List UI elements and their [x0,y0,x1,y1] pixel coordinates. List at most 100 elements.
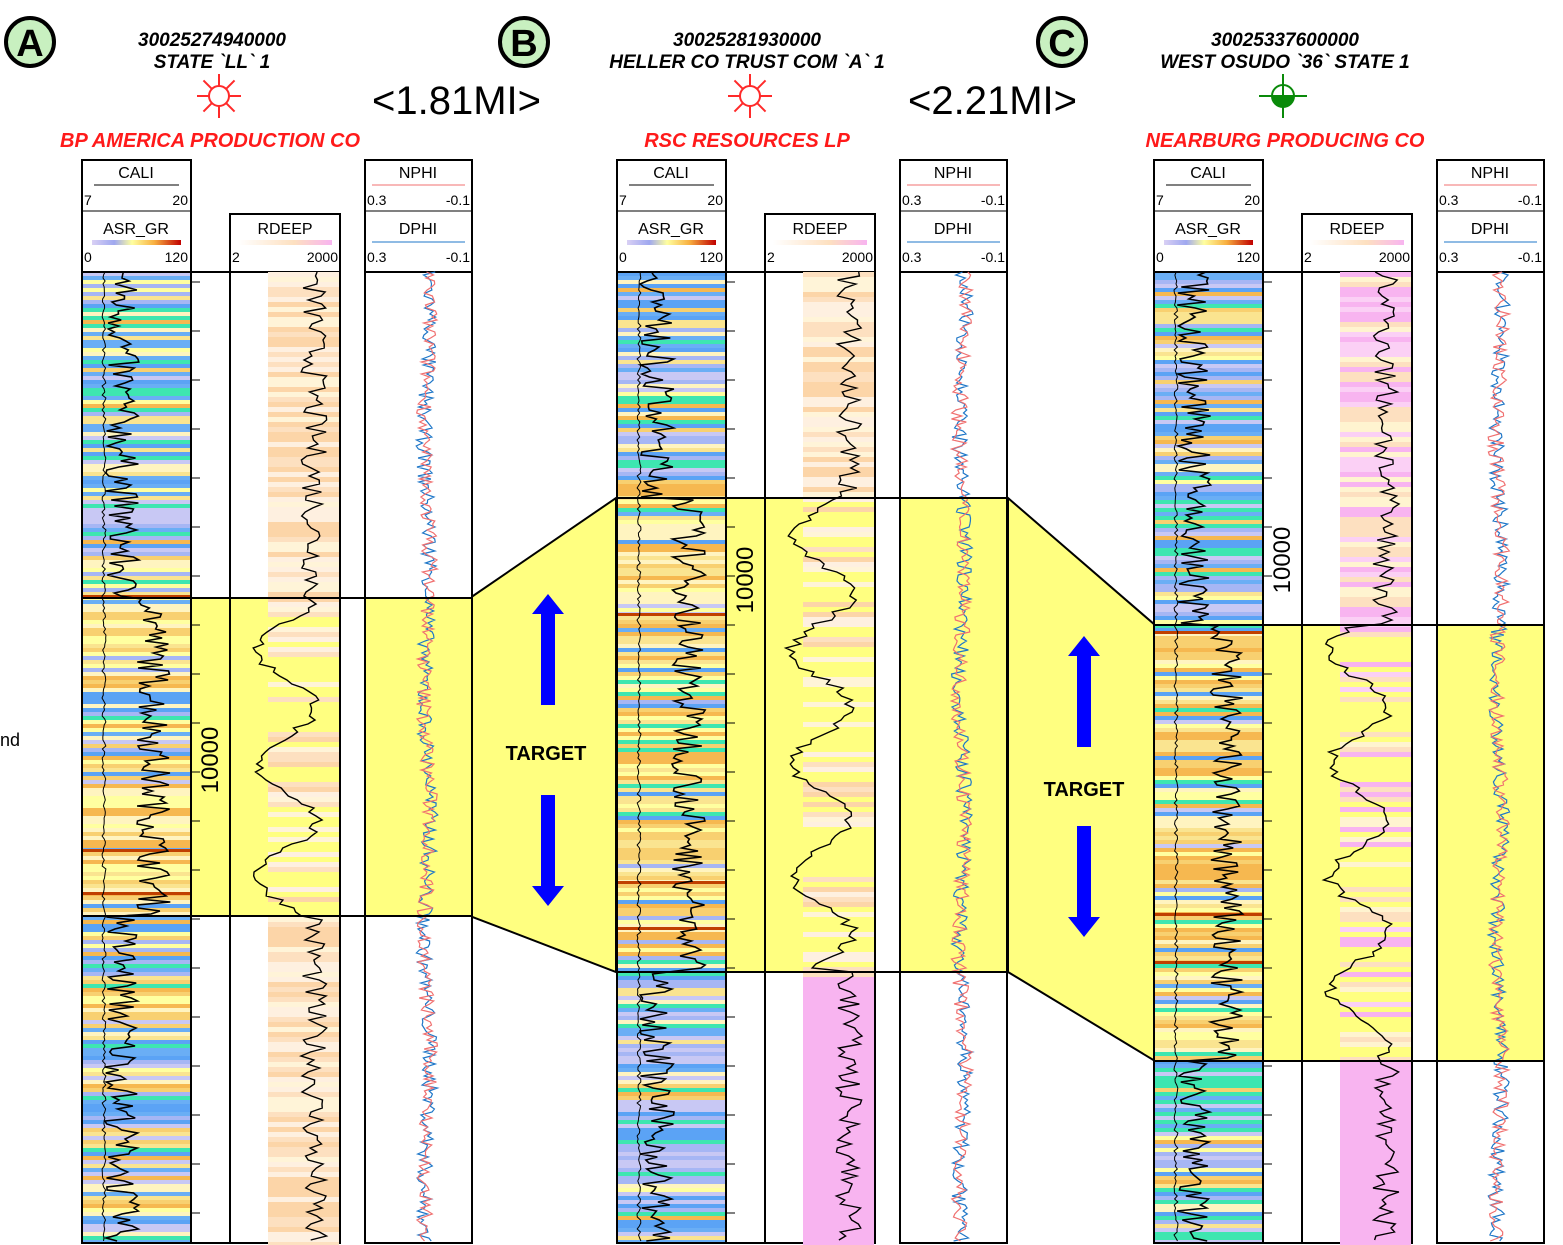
gr-header: ASR_GR [103,221,169,238]
cali-header: CALI [653,165,689,182]
gr-color-scale [627,240,716,245]
dphi-header: DPHI [1471,221,1509,238]
gr-lithology-fill [618,272,725,1244]
cali-curve [636,271,642,1242]
rdeep-min: 2 [232,249,240,265]
well-uwi: 30025337600000 [1211,30,1359,51]
nphi-min: 0.3 [1439,192,1459,208]
distance-label-bc: <2.21MI> [908,79,1077,123]
log-track-bodies: 10000 [616,271,1008,1245]
gr-max: 120 [1237,249,1261,265]
nphi-curve [949,271,975,1242]
well-uwi: 30025281930000 [673,30,821,51]
operator-name: NEARBURG PRODUCING CO [1146,130,1425,152]
cali-min: 7 [619,192,627,208]
well-badge: B [498,16,550,68]
nphi-header: NPHI [1471,165,1509,182]
well-badge-letter: A [16,23,43,65]
dphi-curve [414,271,440,1242]
cali-curve [1173,271,1179,1242]
rdeep-header: RDEEP [792,221,847,238]
well-name: WEST OSUDO `36` STATE 1 [1160,52,1410,73]
depth-track: 10000 [190,271,231,1244]
nphi-min: 0.3 [367,192,387,208]
badge-circle [1036,16,1088,68]
cali-header: CALI [118,165,154,182]
cali-min: 7 [84,192,92,208]
dphi-header: DPHI [934,221,972,238]
rdeep-header: RDEEP [1329,221,1384,238]
dphi-min: 0.3 [1439,249,1459,265]
gr-min: 0 [84,249,92,265]
target-label-ab: TARGET [506,743,587,765]
gr-min: 0 [1156,249,1164,265]
gr-color-scale [1164,240,1253,245]
rdeep-min: 2 [1304,249,1312,265]
dphi-max: -0.1 [1518,249,1542,265]
badge-circle [4,16,56,68]
operator-name: BP AMERICA PRODUCTION CO [60,130,360,152]
badge-circle [498,16,550,68]
well-badge-letter: C [1048,23,1075,65]
gr-max: 120 [165,249,189,265]
dry-hole-icon [197,74,241,118]
rdeep-curve [783,271,864,1241]
down-arrow-icon [532,795,564,906]
well-badge: C [1036,16,1088,68]
rdeep-color-scale [1310,240,1404,245]
porosity-track [364,271,473,1244]
rdeep-min: 2 [767,249,775,265]
nphi-max: -0.1 [981,192,1005,208]
nphi-header: NPHI [934,165,972,182]
gr-min: 0 [619,249,627,265]
gr-color-scale [92,240,181,245]
distance-label-ab: <1.81MI> [372,79,541,123]
rdeep-max: 2000 [842,249,873,265]
well-badge: A [4,16,56,68]
rdeep-color-scale [773,240,867,245]
dphi-min: 0.3 [902,249,922,265]
down-arrow-icon [1068,826,1100,937]
rdeep-curve [1321,271,1401,1241]
cali-max: 20 [707,192,723,208]
nphi-max: -0.1 [1518,192,1542,208]
cali-min: 7 [1156,192,1164,208]
well-name: STATE `LL` 1 [154,52,270,73]
nphi-curve [415,271,440,1242]
depth-track: 10000 [1262,271,1303,1244]
gr-curve [1174,271,1245,1242]
depth-label: 10000 [197,727,224,794]
depth-track: 10000 [725,271,766,1244]
rdeep-header: RDEEP [257,221,312,238]
clipped-edge-text: nd [0,730,20,750]
log-track-bodies: 10000 [81,271,473,1245]
cali-curve [101,271,107,1242]
cali-max: 20 [1244,192,1260,208]
dphi-min: 0.3 [367,249,387,265]
dry-hole-icon [728,74,772,118]
rdeep-track [229,271,341,1245]
gr-curve [637,271,708,1242]
nphi-curve [1486,271,1512,1242]
target-correlation-band-ab [469,496,617,974]
rdeep-color-scale [238,240,332,245]
gr-lithology-fill [83,272,190,1244]
operator-name: RSC RESOURCES LP [644,130,850,152]
nphi-min: 0.3 [902,192,922,208]
dphi-max: -0.1 [446,249,470,265]
oil-well-icon [1259,74,1307,118]
porosity-track [1436,271,1545,1244]
gr-lithology-fill [1155,272,1262,1244]
rdeep-track [1301,271,1413,1245]
target-marker-ab: TARGET [506,594,587,906]
up-arrow-icon [532,594,564,705]
porosity-track [899,271,1008,1244]
rdeep-track [764,271,876,1245]
rdeep-max: 2000 [307,249,338,265]
dphi-curve [950,271,975,1242]
